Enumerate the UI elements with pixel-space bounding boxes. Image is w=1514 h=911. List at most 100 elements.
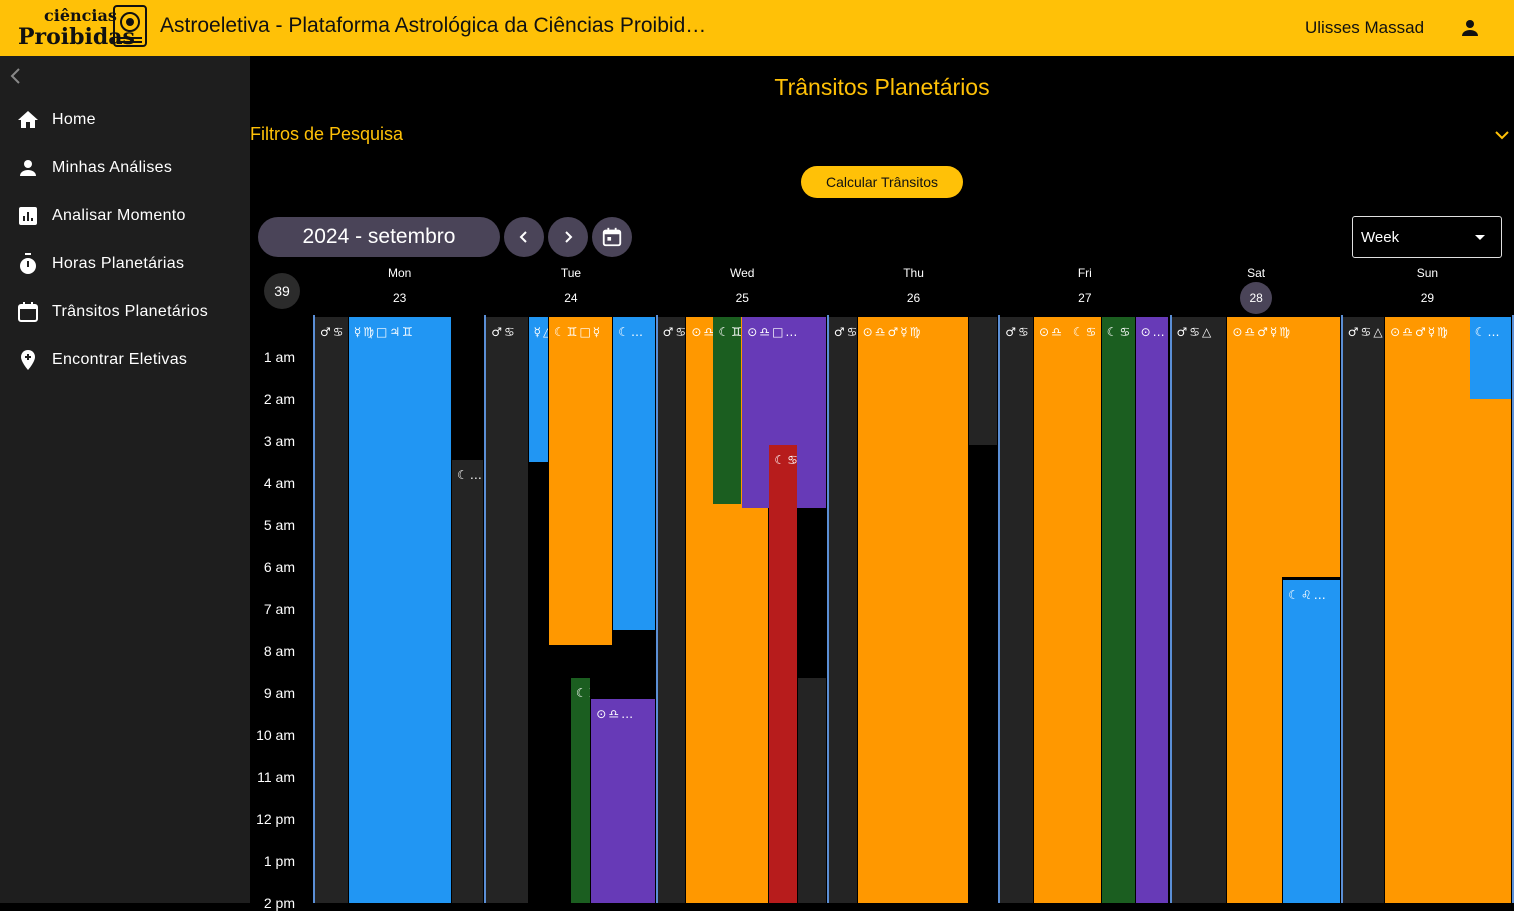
calculate-transits-button[interactable]: Calcular Trânsitos — [801, 166, 963, 198]
timer-icon — [16, 252, 40, 276]
hour-label: 5 am — [263, 517, 295, 533]
transit-event-label: ⊙♎□… — [747, 325, 800, 339]
transit-event-label: ⊙… — [1140, 325, 1167, 339]
transit-event-label: ☾♋… — [774, 453, 798, 468]
transit-event-label: ☾♋ — [1072, 325, 1099, 339]
day-number[interactable]: 29 — [1420, 291, 1435, 305]
transit-event-label: ⊙♎♂☿♍ — [1390, 325, 1450, 339]
transit-event-label: ☾♊□☿ — [553, 325, 603, 339]
transit-event-label: ☾♌… — [1288, 587, 1328, 602]
chevron-down-icon[interactable] — [1493, 126, 1511, 144]
date-picker-button[interactable] — [592, 217, 632, 257]
day-name-thu: Thu — [903, 266, 924, 280]
logo-text-line1: ciências — [44, 6, 117, 25]
transit-event[interactable]: ⊙… — [1135, 317, 1169, 903]
transit-event[interactable]: ♂♋ — [315, 317, 348, 903]
home-icon — [16, 108, 40, 132]
sidebar-item-horas-planetarias[interactable]: Horas Planetárias — [0, 244, 250, 284]
day-column-divider — [655, 315, 658, 903]
filters-toggle[interactable]: Filtros de Pesquisa — [250, 124, 404, 144]
day-column-divider — [1340, 315, 1343, 903]
transit-event[interactable] — [1227, 577, 1283, 903]
hour-label: 8 am — [263, 643, 295, 659]
transit-event[interactable]: ☾♋… — [769, 445, 798, 903]
chevron-right-icon — [565, 231, 573, 243]
day-name-fri: Fri — [1077, 266, 1092, 280]
transit-event-label: ⊙♎♂☿♍ — [1232, 325, 1293, 339]
transit-event[interactable]: ☾… — [1469, 317, 1512, 399]
transit-event[interactable]: ⊙♎♂☿♍ — [1227, 317, 1340, 578]
transit-event-label: ♂♋ — [491, 325, 517, 339]
brand-logo[interactable]: ciências Proibidas — [16, 4, 148, 52]
collapse-sidebar-icon[interactable] — [6, 64, 26, 88]
dropdown-arrow-icon — [1475, 235, 1485, 240]
day-number[interactable]: 24 — [564, 291, 578, 305]
transit-event-label: ☿♍□♃♊ — [353, 325, 415, 339]
day-number[interactable]: 23 — [392, 291, 407, 305]
sidebar-item-encontrar-eletivas[interactable]: Encontrar Eletivas — [0, 340, 250, 380]
transit-event[interactable] — [969, 317, 998, 446]
transit-event-label: ♂♋△ — [1176, 325, 1214, 339]
transit-event[interactable]: ☾… — [613, 317, 655, 630]
hour-label: 6 am — [263, 559, 295, 575]
transit-event[interactable]: ⊙♎♂☿♍ — [857, 317, 969, 903]
hour-label: 4 am — [263, 475, 295, 491]
transit-event-label: ☾… — [618, 325, 646, 339]
app-bar: ciências Proibidas Astroeletiva - Plataf… — [0, 0, 1514, 56]
transit-event[interactable]: ☾… — [452, 459, 484, 903]
app-title: Astroeletiva - Plataforma Astrológica da… — [160, 14, 707, 37]
transit-event[interactable]: ☾♊□☿ — [548, 317, 613, 645]
day-column-divider — [1512, 315, 1514, 903]
transit-event[interactable]: ☾♊△♀ — [570, 678, 591, 903]
transit-event[interactable]: ♂♋△ — [1342, 317, 1385, 903]
transit-event[interactable]: ☾♋ — [1067, 317, 1101, 836]
sidebar: Home Minhas Análises Analisar Momento Ho… — [0, 56, 250, 903]
transit-event-label: ☾… — [457, 467, 484, 482]
month-label[interactable]: 2024 - setembro — [258, 217, 500, 257]
transit-event-label: ♂♋△ — [1347, 325, 1385, 339]
account-icon[interactable] — [1458, 16, 1482, 40]
calendar-icon — [16, 300, 40, 324]
transit-event[interactable]: ♂♋△ — [1171, 317, 1227, 903]
next-button[interactable] — [548, 217, 588, 257]
day-number[interactable]: 26 — [906, 291, 921, 305]
transit-event[interactable]: ♂♋ — [657, 317, 686, 903]
hour-label: 3 am — [263, 433, 295, 449]
transit-event[interactable]: ☿♍□♃♊ — [348, 317, 452, 903]
transit-event-label: ♂♋ — [320, 325, 346, 339]
hour-label: 10 am — [256, 727, 295, 743]
day-number[interactable]: 28 — [1240, 282, 1273, 314]
sidebar-item-minhas-analises[interactable]: Minhas Análises — [0, 148, 250, 188]
transit-event[interactable]: ☾♋ — [1101, 317, 1135, 903]
sidebar-item-home[interactable]: Home — [0, 100, 250, 140]
sidebar-item-transitos-planetarios[interactable]: Trânsitos Planetários — [0, 292, 250, 332]
transit-event[interactable] — [798, 678, 826, 903]
day-column-divider — [826, 315, 829, 903]
transit-event[interactable]: ♂♋ — [1000, 317, 1034, 903]
transit-event[interactable]: ☾♌… — [1283, 579, 1340, 903]
transit-event[interactable]: ☾♊ — [713, 317, 742, 504]
transit-event-label: ♂♋ — [1005, 325, 1031, 339]
sidebar-item-label: Trânsitos Planetários — [52, 303, 208, 320]
previous-button[interactable] — [504, 217, 544, 257]
user-name[interactable]: Ulisses Massad — [1305, 18, 1425, 37]
day-column-divider — [998, 315, 1001, 903]
hour-label: 2 am — [263, 391, 295, 407]
chart-icon — [16, 204, 40, 228]
sidebar-item-label: Encontrar Eletivas — [52, 351, 188, 368]
day-number[interactable]: 25 — [735, 291, 749, 305]
transit-event[interactable]: ☿△♃ — [528, 317, 548, 462]
day-name-tue: Tue — [560, 266, 582, 280]
calendar-grid: ♂♋☿♍□♃♊☾…♂♋☿△♃☾♊□☿☾…☾♊△♀⊙♎…♂♋⊙♎☾♊⊙♎□…☾♋…… — [313, 315, 1514, 903]
transit-event[interactable]: ♂♋ — [486, 317, 528, 903]
view-mode-select[interactable]: Week — [1352, 216, 1502, 258]
sidebar-item-analisar-momento[interactable]: Analisar Momento — [0, 196, 250, 236]
transit-event-label: ⊙♎ — [691, 325, 717, 339]
transit-event[interactable]: ♂♋ — [828, 317, 857, 903]
day-number[interactable]: 27 — [1078, 291, 1092, 305]
transit-event[interactable]: ⊙♎… — [591, 699, 655, 903]
calendar-icon — [602, 227, 622, 247]
transit-event-label: ☾♊△♀ — [575, 686, 590, 701]
sidebar-item-label: Minhas Análises — [52, 159, 173, 176]
transit-event[interactable]: ⊙♎♂☿♍ — [1385, 317, 1512, 903]
